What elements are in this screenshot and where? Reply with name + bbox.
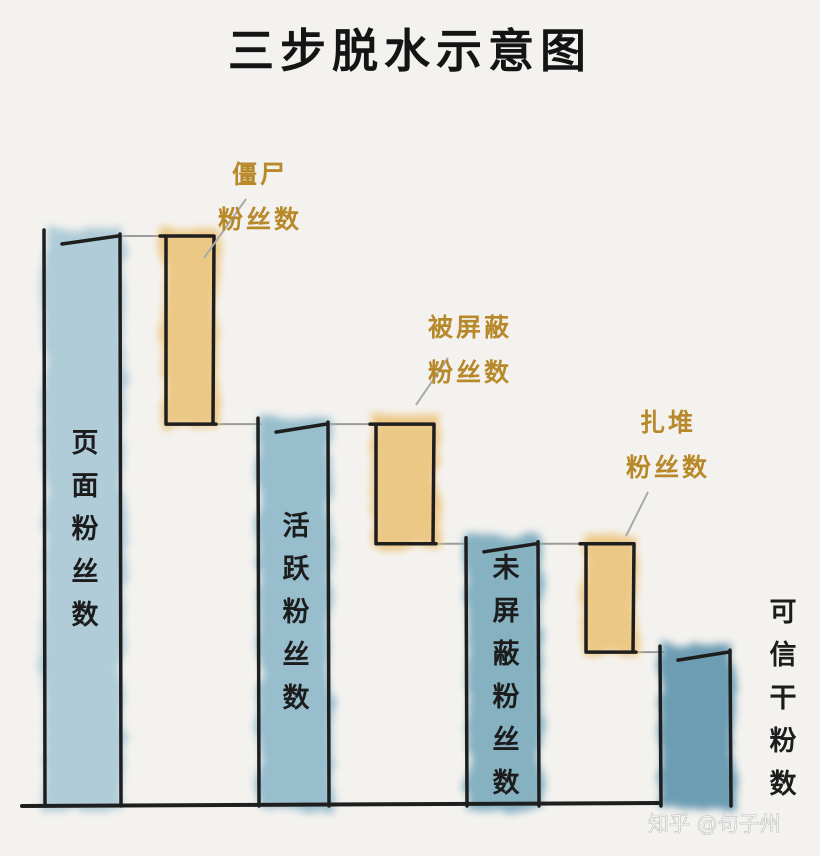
bar-group: 僵尸粉丝数 <box>158 160 302 429</box>
bar-label: 活跃粉丝数 <box>283 511 311 714</box>
total-bar <box>44 228 124 810</box>
bar-group: 未屏蔽粉丝数 <box>464 535 542 810</box>
bar-outline <box>158 234 218 426</box>
total-bar <box>466 535 542 810</box>
decrease-bar <box>582 535 638 657</box>
bar-group: 扎堆粉丝数 <box>578 408 710 657</box>
bar-outline <box>578 542 638 654</box>
bar-group: 被屏蔽粉丝数 <box>368 313 512 548</box>
bar-group: 页面粉丝数 <box>42 228 124 810</box>
bar-outline <box>256 416 331 808</box>
callout-label: 僵尸粉丝数 <box>218 160 302 234</box>
chart-title: 三步脱水示意图 <box>228 24 592 78</box>
callout-leader <box>203 198 247 259</box>
bar-label: 页面粉丝数 <box>72 428 100 631</box>
bar-group: 可信干粉数 <box>658 597 798 810</box>
bar-outline <box>368 422 438 546</box>
callout-leader <box>625 491 649 537</box>
bar-group: 活跃粉丝数 <box>256 416 332 810</box>
bar-outline <box>42 228 123 808</box>
bar-label: 可信干粉数 <box>770 597 798 800</box>
decrease-bar <box>372 416 438 548</box>
total-bar <box>660 644 734 810</box>
callout-leader <box>415 357 449 406</box>
baseline <box>20 801 662 808</box>
bar-outline <box>658 644 733 808</box>
callout-label: 扎堆粉丝数 <box>626 408 710 482</box>
decrease-bar <box>162 228 218 429</box>
bar-outline <box>464 536 541 808</box>
watermark: 知乎 @句子州 <box>648 812 781 836</box>
bar-label: 未屏蔽粉丝数 <box>493 553 521 799</box>
total-bar <box>258 416 332 810</box>
callout-label: 被屏蔽粉丝数 <box>428 313 512 387</box>
